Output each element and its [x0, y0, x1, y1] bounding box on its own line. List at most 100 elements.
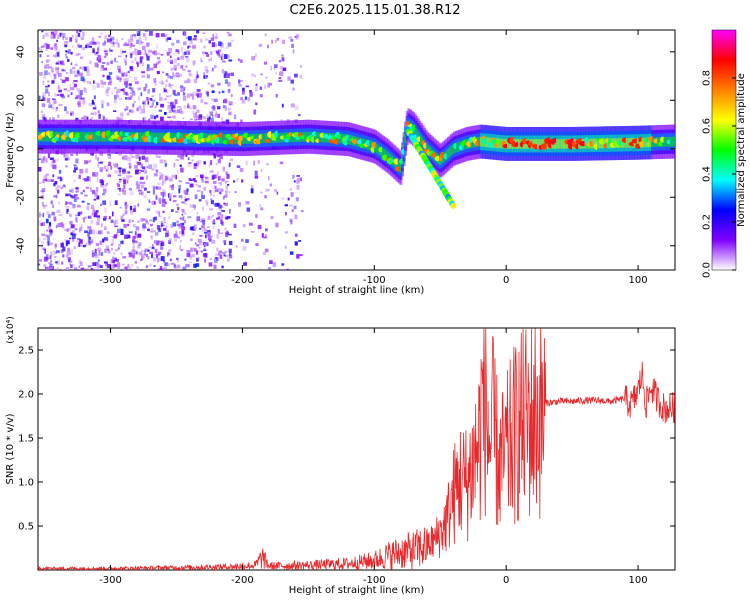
noise-cell	[49, 255, 52, 260]
noise-cell	[40, 45, 44, 48]
noise-cell	[42, 247, 45, 251]
noise-cell	[119, 228, 122, 231]
noise-cell	[69, 237, 71, 240]
noise-cell	[119, 79, 122, 83]
noise-cell	[245, 85, 249, 88]
noise-cell	[156, 52, 161, 55]
noise-cell	[119, 206, 122, 209]
noise-cell	[127, 38, 132, 44]
noise-cell	[168, 193, 172, 199]
noise-cell	[181, 217, 185, 221]
noise-cell	[72, 82, 75, 85]
noise-cell	[158, 251, 162, 255]
noise-cell	[50, 263, 54, 266]
noise-cell	[47, 225, 52, 229]
noise-cell	[279, 161, 284, 165]
noise-cell	[129, 44, 132, 49]
noise-cell	[62, 269, 65, 270]
noise-cell	[38, 47, 41, 51]
ridge-cell	[261, 133, 265, 144]
noise-cell	[170, 224, 173, 228]
noise-cell	[116, 117, 120, 122]
noise-cell	[164, 262, 169, 267]
noise-cell	[84, 66, 87, 72]
noise-cell	[123, 223, 127, 228]
noise-cell	[178, 224, 181, 229]
noise-cell	[269, 183, 272, 187]
ridge-cell	[643, 137, 647, 148]
noise-cell	[141, 181, 146, 184]
noise-cell	[209, 191, 212, 197]
noise-cell	[164, 202, 167, 205]
noise-cell	[93, 95, 96, 100]
noise-cell	[97, 157, 100, 162]
noise-cell	[129, 67, 132, 69]
noise-cell	[54, 251, 58, 255]
noise-cell	[91, 153, 94, 156]
noise-cell	[48, 262, 52, 264]
noise-cell	[189, 40, 193, 45]
noise-cell	[65, 243, 68, 247]
noise-cell	[180, 249, 184, 251]
noise-cell	[92, 85, 96, 90]
noise-cell	[163, 267, 168, 270]
noise-cell	[62, 36, 65, 41]
noise-cell	[40, 110, 43, 113]
ridge-cell	[673, 136, 675, 147]
noise-cell	[184, 199, 188, 202]
noise-cell	[132, 245, 135, 249]
noise-cell	[68, 213, 72, 216]
noise-cell	[162, 210, 165, 213]
noise-cell	[69, 260, 73, 263]
noise-cell	[52, 54, 56, 58]
noise-cell	[94, 254, 99, 259]
noise-cell	[71, 230, 76, 235]
noise-cell	[225, 217, 229, 220]
noise-cell	[56, 224, 59, 226]
noise-cell	[181, 222, 185, 226]
noise-cell	[215, 32, 218, 38]
noise-cell	[204, 176, 207, 179]
noise-cell	[226, 203, 229, 206]
noise-cell	[145, 171, 148, 173]
noise-cell	[147, 228, 150, 232]
noise-cell	[200, 38, 203, 43]
noise-cell	[244, 261, 247, 264]
noise-cell	[63, 153, 66, 158]
noise-cell	[210, 84, 215, 88]
noise-cell	[224, 227, 227, 231]
noise-cell	[185, 37, 189, 39]
noise-cell	[162, 189, 166, 194]
noise-cell	[128, 175, 133, 178]
noise-cell	[83, 87, 86, 92]
noise-cell	[217, 228, 220, 234]
noise-cell	[140, 170, 145, 172]
noise-cell	[41, 30, 44, 33]
noise-cell	[138, 251, 142, 256]
ridge-cell	[46, 131, 50, 142]
noise-cell	[192, 90, 196, 96]
noise-cell	[213, 190, 216, 193]
noise-cell	[122, 176, 126, 182]
noise-cell	[260, 207, 264, 211]
noise-cell	[117, 65, 121, 70]
noise-cell	[299, 177, 302, 182]
noise-cell	[135, 235, 138, 239]
noise-cell	[97, 55, 101, 60]
noise-cell	[83, 217, 86, 223]
noise-cell	[46, 179, 51, 182]
noise-cell	[124, 81, 129, 86]
noise-cell	[259, 204, 262, 208]
noise-cell	[159, 93, 161, 97]
noise-cell	[92, 229, 96, 235]
noise-cell	[42, 238, 47, 241]
noise-cell	[216, 154, 220, 158]
noise-cell	[94, 62, 98, 68]
noise-cell	[129, 267, 132, 270]
noise-cell	[141, 71, 145, 74]
noise-cell	[71, 35, 74, 38]
spectrogram-y-axis-label: Frequency (Hz)	[5, 112, 16, 188]
noise-cell	[187, 216, 192, 219]
noise-cell	[89, 81, 92, 85]
noise-cell	[204, 253, 208, 258]
